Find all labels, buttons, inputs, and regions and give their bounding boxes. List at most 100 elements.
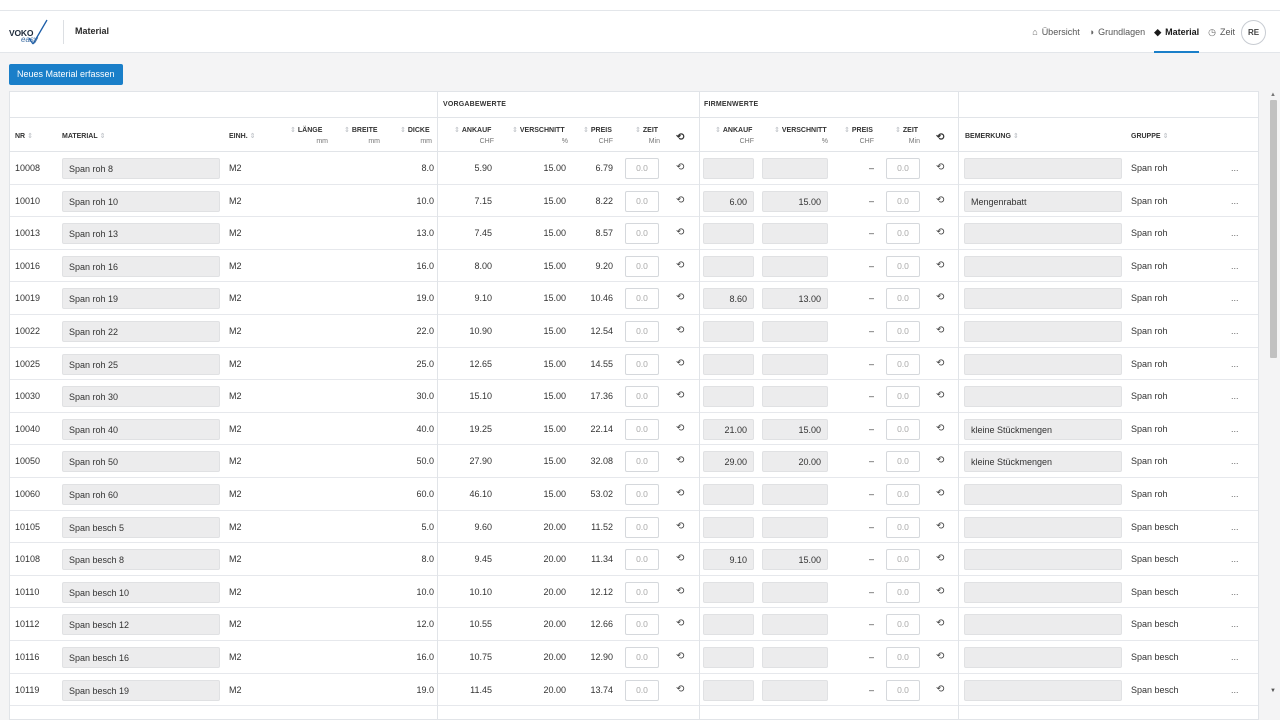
row-more-menu[interactable]: ...	[1231, 554, 1239, 565]
row-more-menu[interactable]: ...	[1231, 260, 1239, 271]
firmen-ankauf-field[interactable]	[703, 679, 754, 701]
firmen-ankauf-field[interactable]	[703, 255, 754, 277]
firmen-zeit-field[interactable]: 0.0	[886, 288, 920, 310]
col-header-firmen-zeit[interactable]: ⇕ ZEIT	[893, 126, 918, 134]
col-header-verschnitt[interactable]: ⇕ VERSCHNITT	[510, 126, 565, 134]
bemerkung-field[interactable]	[964, 320, 1122, 342]
material-name-field[interactable]: Span roh 60	[62, 483, 220, 505]
reset-vorgabe-icon[interactable]: ⟲	[676, 520, 685, 532]
col-header-laenge[interactable]: ⇕ LÄNGE	[288, 126, 322, 134]
reset-vorgabe-icon[interactable]: ⟲	[676, 162, 685, 173]
firmen-verschnitt-field[interactable]: 15.00	[762, 418, 828, 440]
reset-all-firmen-icon[interactable]: ⟲	[936, 132, 945, 143]
bemerkung-field[interactable]	[964, 255, 1122, 277]
col-header-dicke[interactable]: ⇕ DICKE	[398, 126, 430, 134]
firmen-ankauf-field[interactable]	[703, 353, 754, 375]
firmen-ankauf-field[interactable]	[703, 223, 754, 245]
reset-vorgabe-icon[interactable]: ⟲	[676, 357, 685, 369]
material-name-field[interactable]: Span roh 22	[62, 320, 220, 342]
row-more-menu[interactable]: ...	[1231, 586, 1239, 597]
reset-firmen-icon[interactable]: ⟲	[936, 585, 945, 597]
reset-vorgabe-icon[interactable]: ⟲	[676, 390, 685, 402]
material-name-field[interactable]: Span roh 25	[62, 353, 220, 375]
bemerkung-field[interactable]	[964, 581, 1122, 603]
firmen-ankauf-field[interactable]	[703, 516, 754, 538]
material-name-field[interactable]: Span roh 30	[62, 386, 220, 408]
zeit-field[interactable]: 0.0	[625, 418, 659, 440]
reset-vorgabe-icon[interactable]: ⟲	[676, 553, 685, 565]
zeit-field[interactable]: 0.0	[625, 614, 659, 636]
reset-firmen-icon[interactable]: ⟲	[936, 227, 945, 239]
material-name-field[interactable]: Span roh 8	[62, 158, 220, 179]
reset-firmen-icon[interactable]: ⟲	[936, 292, 945, 304]
col-header-material[interactable]: MATERIAL ⇕	[62, 132, 108, 140]
firmen-verschnitt-field[interactable]: 13.00	[762, 288, 828, 310]
zeit-field[interactable]: 0.0	[625, 516, 659, 538]
firmen-ankauf-field[interactable]	[703, 158, 754, 179]
reset-firmen-icon[interactable]: ⟲	[936, 455, 945, 467]
row-more-menu[interactable]: ...	[1231, 293, 1239, 304]
firmen-zeit-field[interactable]: 0.0	[886, 353, 920, 375]
bemerkung-field[interactable]	[964, 386, 1122, 408]
col-header-firmen-preis[interactable]: ⇕ PREIS	[842, 126, 873, 134]
material-name-field[interactable]: Span besch 10	[62, 581, 220, 603]
zeit-field[interactable]: 0.0	[625, 353, 659, 375]
col-header-einheit[interactable]: EINH. ⇕	[229, 132, 258, 140]
row-more-menu[interactable]: ...	[1231, 619, 1239, 630]
col-header-gruppe[interactable]: GRUPPE ⇕	[1131, 132, 1170, 140]
col-header-zeit[interactable]: ⇕ ZEIT	[633, 126, 658, 134]
row-more-menu[interactable]: ...	[1231, 684, 1239, 695]
zeit-field[interactable]: 0.0	[625, 646, 659, 668]
zeit-field[interactable]: 0.0	[625, 581, 659, 603]
bemerkung-field[interactable]: Mengenrabatt	[964, 190, 1122, 212]
scroll-up-icon[interactable]: ▲	[1270, 92, 1276, 98]
zeit-field[interactable]: 0.0	[625, 288, 659, 310]
reset-vorgabe-icon[interactable]: ⟲	[676, 422, 685, 434]
zeit-field[interactable]: 0.0	[625, 451, 659, 473]
app-logo[interactable]: VOKO easy	[9, 18, 49, 46]
firmen-verschnitt-field[interactable]: 15.00	[762, 549, 828, 571]
material-name-field[interactable]: Span besch 16	[62, 646, 220, 668]
bemerkung-field[interactable]: kleine Stückmengen	[964, 418, 1122, 440]
zeit-field[interactable]: 0.0	[625, 483, 659, 505]
material-name-field[interactable]: Span roh 50	[62, 451, 220, 473]
reset-firmen-icon[interactable]: ⟲	[936, 650, 945, 662]
firmen-zeit-field[interactable]: 0.0	[886, 516, 920, 538]
zeit-field[interactable]: 0.0	[625, 549, 659, 571]
row-more-menu[interactable]: ...	[1231, 391, 1239, 402]
bemerkung-field[interactable]	[964, 679, 1122, 701]
reset-vorgabe-icon[interactable]: ⟲	[676, 324, 685, 336]
firmen-verschnitt-field[interactable]	[762, 483, 828, 505]
reset-vorgabe-icon[interactable]: ⟲	[676, 650, 685, 662]
zeit-field[interactable]: 0.0	[625, 679, 659, 701]
reset-firmen-icon[interactable]: ⟲	[936, 618, 945, 630]
firmen-verschnitt-field[interactable]	[762, 516, 828, 538]
firmen-verschnitt-field[interactable]	[762, 614, 828, 636]
firmen-zeit-field[interactable]: 0.0	[886, 581, 920, 603]
firmen-ankauf-field[interactable]: 6.00	[703, 190, 754, 212]
row-more-menu[interactable]: ...	[1231, 423, 1239, 434]
col-header-firmen-ankauf[interactable]: ⇕ ANKAUF	[713, 126, 752, 134]
firmen-verschnitt-field[interactable]: 15.00	[762, 190, 828, 212]
material-name-field[interactable]: Span roh 16	[62, 255, 220, 277]
col-header-breite[interactable]: ⇕ BREITE	[342, 126, 378, 134]
firmen-ankauf-field[interactable]	[703, 646, 754, 668]
firmen-zeit-field[interactable]: 0.0	[886, 418, 920, 440]
reset-firmen-icon[interactable]: ⟲	[936, 259, 945, 271]
new-material-button[interactable]: Neues Material erfassen	[9, 64, 123, 85]
row-more-menu[interactable]: ...	[1231, 521, 1239, 532]
firmen-zeit-field[interactable]: 0.0	[886, 451, 920, 473]
material-name-field[interactable]: Span besch 12	[62, 614, 220, 636]
nav-item-material[interactable]: ◆ Material	[1154, 11, 1199, 53]
firmen-verschnitt-field[interactable]	[762, 581, 828, 603]
reset-firmen-icon[interactable]: ⟲	[936, 487, 945, 499]
col-header-firmen-verschnitt[interactable]: ⇕ VERSCHNITT	[772, 126, 827, 134]
material-name-field[interactable]: Span roh 10	[62, 190, 220, 212]
firmen-verschnitt-field[interactable]	[762, 646, 828, 668]
firmen-zeit-field[interactable]: 0.0	[886, 386, 920, 408]
nav-item-grundlagen[interactable]: ◑ Grundlagen	[1089, 11, 1145, 53]
reset-vorgabe-icon[interactable]: ⟲	[676, 455, 685, 467]
reset-all-vorgabe-icon[interactable]: ⟲	[676, 132, 685, 143]
zeit-field[interactable]: 0.0	[625, 255, 659, 277]
col-header-bemerkung[interactable]: BEMERKUNG ⇕	[965, 132, 1021, 140]
